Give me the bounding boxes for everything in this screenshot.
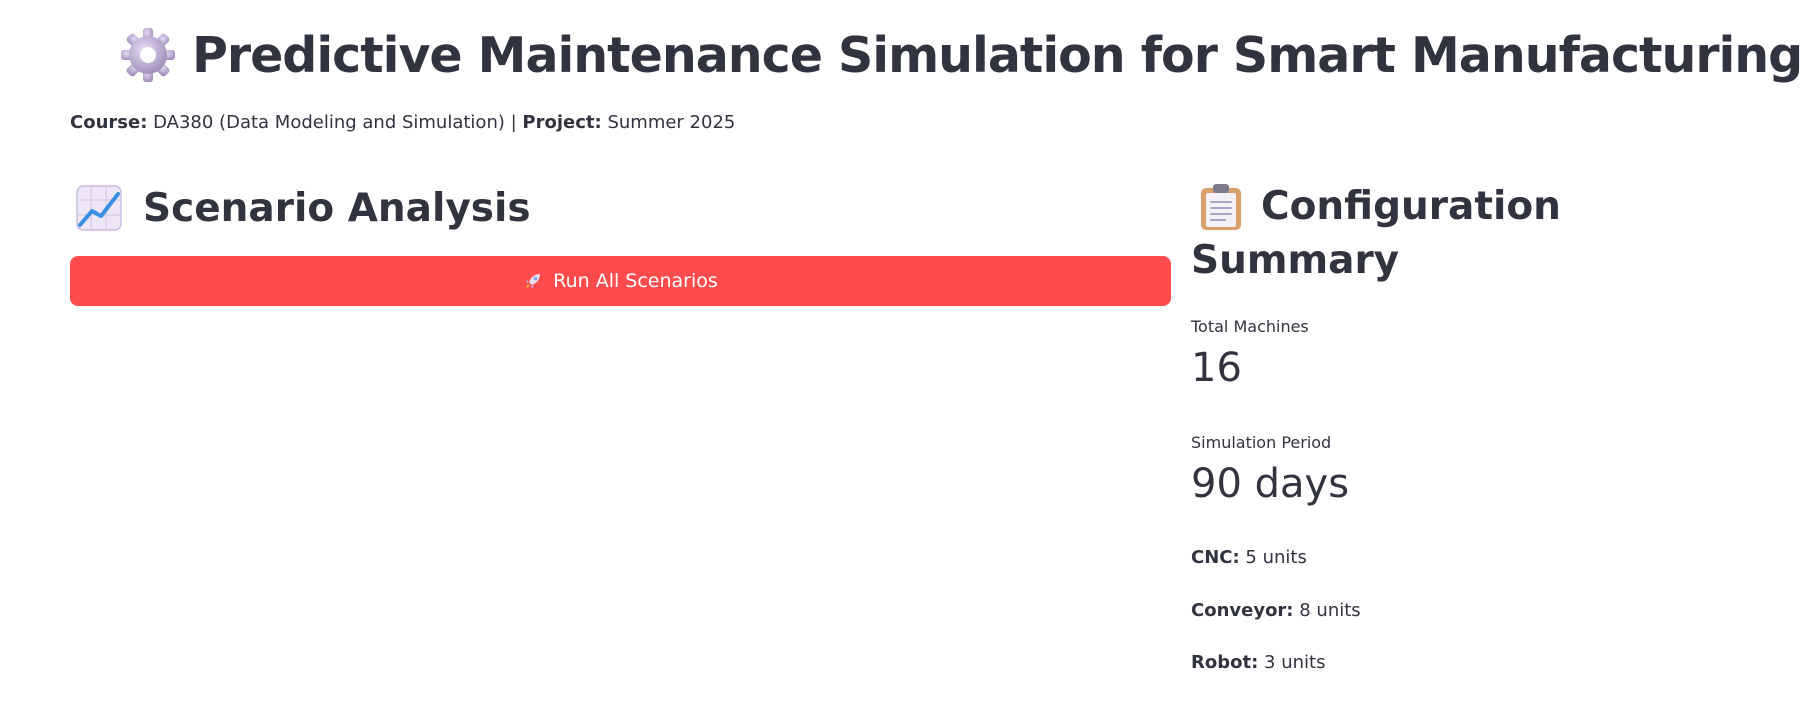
run-all-scenarios-label: Run All Scenarios [553, 270, 718, 292]
unit-count-robot: Robot: 3 units [1191, 652, 1325, 673]
unit-value: 8 units [1299, 600, 1361, 621]
unit-count-cnc: CNC: 5 units [1191, 547, 1307, 568]
configuration-title-line2: Summary [1191, 238, 1400, 283]
unit-name: CNC: [1191, 547, 1240, 568]
course-value: DA380 (Data Modeling and Simulation) [153, 112, 505, 133]
simulation-period-label: Simulation Period [1191, 433, 1332, 452]
clipboard-icon [1201, 184, 1241, 230]
unit-count-conveyor: Conveyor: 8 units [1191, 600, 1361, 621]
simulation-period-value: 90 days [1191, 461, 1350, 507]
configuration-title-line1: Configuration [1261, 184, 1561, 229]
project-value: Summer 2025 [607, 112, 736, 133]
unit-name: Conveyor: [1191, 600, 1294, 621]
course-label: Course: [70, 112, 148, 133]
page-title: Predictive Maintenance Simulation for Sm… [192, 26, 1803, 84]
title-row: Predictive Maintenance Simulation for Sm… [118, 20, 1803, 90]
course-project-line: Course: DA380 (Data Modeling and Simulat… [70, 112, 735, 133]
scenario-analysis-title: Scenario Analysis [143, 185, 531, 231]
scenario-analysis-heading: Scenario Analysis [75, 180, 531, 236]
meta-separator: | [510, 112, 517, 133]
gear-icon [121, 28, 175, 82]
total-machines-label: Total Machines [1191, 317, 1309, 336]
total-machines-value: 16 [1191, 345, 1242, 391]
chart-increasing-icon [76, 185, 122, 231]
run-all-scenarios-button[interactable]: Run All Scenarios [70, 256, 1171, 306]
unit-name: Robot: [1191, 652, 1259, 673]
project-label: Project: [522, 112, 602, 133]
unit-value: 5 units [1245, 547, 1307, 568]
rocket-icon [526, 274, 541, 288]
unit-value: 3 units [1264, 652, 1326, 673]
configuration-summary-heading: Configuration Summary [1191, 180, 1611, 288]
